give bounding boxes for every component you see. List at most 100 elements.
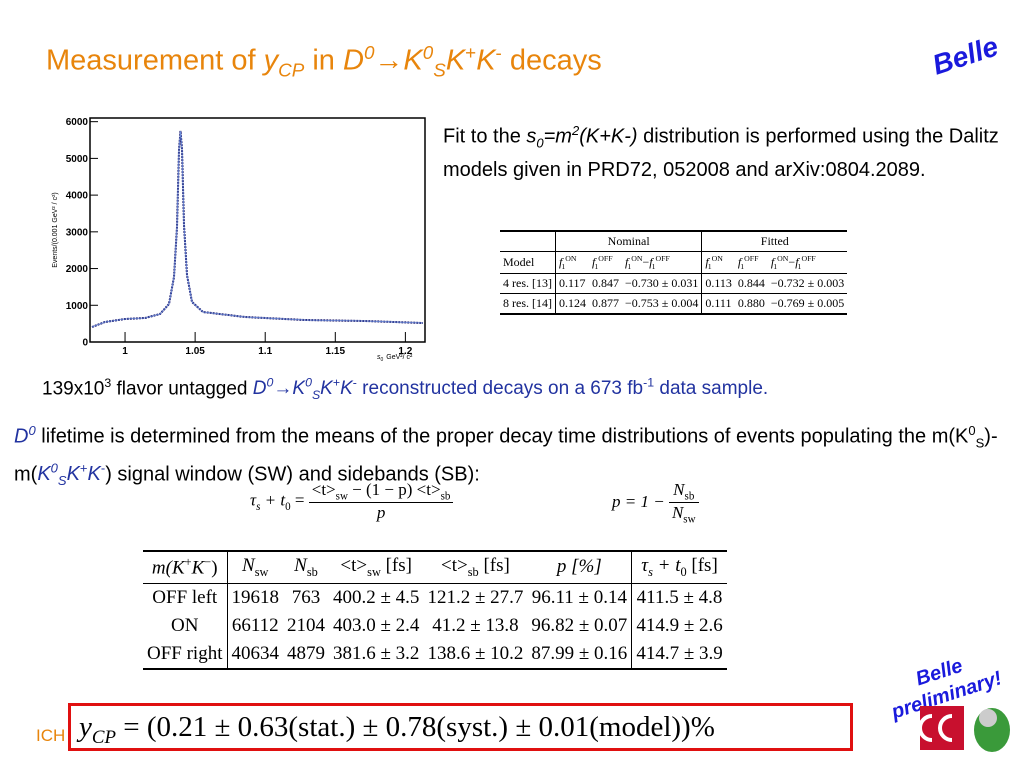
table-cell: OFF left [152, 586, 218, 608]
symbol: f1OFF [591, 254, 613, 271]
header-cell: <t>sb [fs] [423, 551, 528, 584]
logos [918, 706, 1010, 752]
header-cell: m(K+K−) [143, 551, 227, 584]
table-cell: −0.753 ± 0.004 [621, 293, 702, 315]
symbol: f1OFF [795, 254, 816, 272]
table-cell: OFF right [147, 642, 223, 664]
symbol-base: f [737, 255, 742, 269]
table-cell: 0.113 [701, 273, 735, 294]
symbol-sub: 1 [797, 262, 802, 272]
symbol: f1ON [624, 254, 643, 271]
y-tick-label: 4000 [66, 191, 89, 202]
symbol-minus: − [642, 255, 650, 269]
table-cell: 0.844 [734, 273, 768, 294]
y-axis-label: Events/(0.001 GeV² / c²) [52, 192, 59, 267]
table-row: ON 66112 2104 403.0 ± 2.4 41.2 ± 13.8 96.82 ±… [143, 611, 727, 640]
symbol: f1OFF [737, 254, 759, 272]
table-cell: 121.2 ± 27.7 [427, 586, 524, 608]
table-cell: 4 res. [13] [500, 273, 556, 294]
group-row: Nominal Fitted [500, 231, 848, 252]
table-row: OFF right 40634 4879 381.6 ± 3.2 138.6 ± 10.… [143, 639, 727, 669]
table-cell: −0.732 ± 0.003 [767, 273, 848, 294]
symbol-base: f [558, 255, 563, 269]
table-cell: 0.124 [554, 293, 589, 315]
histogram: Events/(0.001 GeV² / c²) s0 GeV²/ c² 0 100… [52, 117, 426, 363]
table-row: 4 res. [13] 0.117 0.847 −0.730 ± 0.031 0.113… [500, 273, 848, 294]
symbol: f1ON [705, 254, 723, 271]
table-cell: 0.880 [734, 293, 768, 315]
symbol-sup: ON [777, 254, 789, 263]
table-cell: 763 [291, 586, 321, 608]
dalitz-table: Nominal Fitted Model f1ON f1OFF f1ON−f1OFF f1… [500, 230, 848, 316]
symbol-sup: OFF [801, 254, 816, 263]
header-cell: f1OFF [734, 250, 768, 274]
y-tick-label: 6000 [66, 117, 89, 128]
dalitz-table-body: Nominal Fitted Model f1ON f1OFF f1ON−f1OFF f1… [500, 231, 848, 315]
symbol-sub: 1 [561, 262, 566, 272]
symbol-sup: OFF [744, 254, 759, 263]
table-cell: 403.0 ± 2.4 [333, 614, 420, 636]
group-header: Fitted [701, 231, 848, 252]
measurement-table: m(K+K−) Nsw Nsb <t>sw [fs] <t>sb [fs] p … [143, 550, 727, 670]
header-cell: p [%] [527, 551, 632, 584]
x-tick-label: 1.2 [398, 346, 412, 357]
x-axis-label: s0 GeV²/ c² [377, 354, 413, 363]
fit-curve [91, 130, 424, 328]
y-tick-label: 5000 [66, 154, 89, 165]
symbol: f1ON [558, 254, 577, 272]
fit-description: Fit to the s0=m2(K+K-) distribution is p… [443, 123, 999, 181]
header-row: m(K+K−) Nsw Nsb <t>sw [fs] <t>sb [fs] p … [143, 551, 727, 584]
symbol-sup: OFF [655, 254, 670, 263]
fraction: Nsb Nsw [668, 480, 699, 526]
table-cell: 411.5 ± 4.8 [631, 583, 727, 612]
symbol-minus: − [788, 255, 796, 269]
table-cell: 400.2 ± 4.5 [333, 586, 420, 608]
logo-mark [918, 714, 953, 742]
header-cell: f1ON [701, 250, 735, 274]
result-box: yCP = (0.21 ± 0.63(stat.) ± 0.78(syst.) … [68, 703, 853, 751]
header-cell: Nsw [226, 551, 283, 584]
symbol-sub: 1 [651, 262, 656, 272]
symbol-base: f [649, 255, 653, 269]
x-tick-label: 1.05 [185, 346, 205, 357]
mascot-head [979, 709, 997, 727]
table-cell: 414.9 ± 2.6 [631, 611, 727, 640]
symbol-sub: 1 [740, 262, 745, 272]
symbol-base: f [624, 255, 629, 269]
table-cell: 0.117 [554, 273, 589, 294]
table-cell: 87.99 ± 0.16 [531, 642, 628, 664]
symbol-sup: ON [631, 254, 643, 263]
symbol-sup: OFF [598, 254, 613, 263]
cell [500, 231, 555, 252]
formula-p: p = 1 − Nsb Nsw [612, 480, 699, 526]
table-cell: 4879 [287, 642, 325, 664]
x-tick-label: 1 [122, 346, 128, 357]
footer: ICH [36, 726, 66, 745]
symbol-base: f [591, 255, 596, 269]
symbol-sup: ON [711, 254, 723, 263]
y-tick-label: 0 [82, 338, 88, 349]
symbol-base: f [705, 255, 709, 269]
y-tick-label: 3000 [66, 227, 89, 238]
slide-title: Measurement of yCP in D0→K0SK+K- decays [46, 42, 602, 81]
table-row: OFF left 19618 763 400.2 ± 4.5 121.2 ± 27.7 9… [143, 583, 727, 612]
lifetime-text: D0 lifetime is determined from the means… [14, 423, 998, 489]
header-cell: τs + t0 [fs] [631, 551, 727, 584]
table-cell: 0.877 [588, 293, 622, 315]
header-row: Model f1ON f1OFF f1ON−f1OFF f1ON f1OFF f1ON−f1… [500, 250, 848, 274]
table-cell: 138.6 ± 10.2 [427, 642, 524, 664]
table-cell: 8 res. [14] [500, 293, 556, 315]
table-cell: −0.730 ± 0.031 [621, 273, 702, 294]
header-cell: <t>sw [fs] [329, 551, 424, 584]
symbol-base: f [770, 255, 775, 269]
symbol: f1OFF [649, 254, 670, 272]
header-cell: Model [500, 250, 556, 274]
symbol-base: f [795, 255, 799, 269]
table-cell: 414.7 ± 3.9 [631, 639, 727, 669]
formula-tau: τs + t0 = <t>sw − (1 − p) <t>sb p [250, 480, 454, 523]
y-tick-label: 1000 [66, 301, 89, 312]
table-cell: ON [171, 614, 199, 636]
belle-logo: Belle [928, 30, 1002, 81]
table-cell: 40634 [226, 639, 283, 669]
group-header: Nominal [554, 231, 702, 252]
